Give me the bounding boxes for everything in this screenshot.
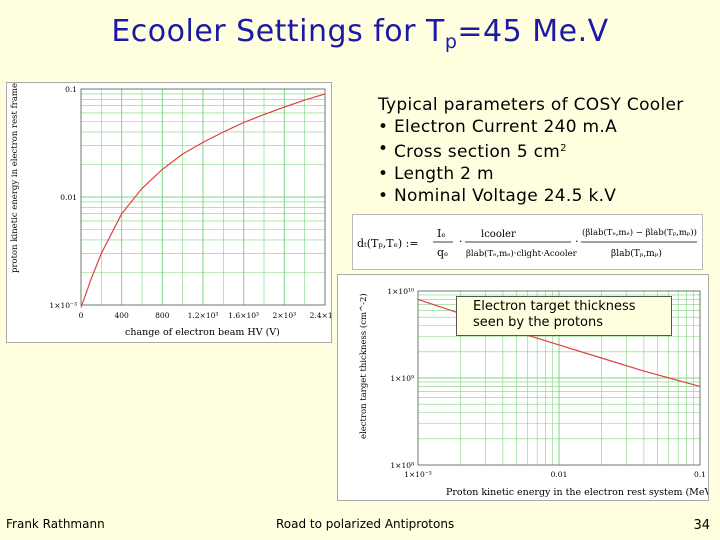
formula-frac1-den: qₑ — [437, 246, 448, 259]
params-heading: Typical parameters of COSY Cooler — [378, 95, 684, 115]
formula-frac2-den: βlab(Tₑ,mₑ)·clight·Acooler — [466, 248, 578, 259]
formula-lhs: dₜ(Tₚ,Tₑ) := — [357, 237, 419, 250]
bullet: • — [378, 117, 389, 137]
title-prefix: Ecooler Settings for T — [111, 14, 445, 49]
bullet: • — [378, 139, 389, 159]
y-tick-label: 0.1 — [65, 85, 77, 94]
plot2-ylabel: electron target thickness (cm^-2) — [358, 293, 369, 439]
x-tick-label: 800 — [155, 311, 170, 320]
thickness-formula: dₜ(Tₚ,Tₑ) := Iₑ qₑ · lcooler βlab(Tₑ,mₑ)… — [352, 214, 703, 270]
formula-frac3-den: βlab(Tₚ,mₚ) — [611, 248, 662, 259]
x-tick-label: 1.2×10³ — [188, 311, 219, 320]
bullet: • — [378, 186, 389, 206]
hv-vs-energy-plot: proton kinetic energy in electron rest f… — [6, 54, 340, 343]
x-tick-label: 0 — [79, 311, 84, 320]
bullet: • — [378, 164, 389, 184]
y-tick-label: 1×10⁸ — [390, 461, 414, 470]
x-tick-label: 0.01 — [551, 470, 568, 479]
x-tick-label: 1.6×10³ — [228, 311, 259, 320]
footer-author: Frank Rathmann — [6, 517, 105, 531]
title-subscript: p — [444, 31, 458, 53]
y-tick-label: 0.01 — [60, 193, 77, 202]
slide-title: Ecooler Settings for Tp=45 Me.V — [0, 14, 720, 53]
caption-line1: Electron target thickness — [473, 299, 636, 314]
plot-frame — [417, 290, 701, 466]
x-tick-label: 2×10³ — [273, 311, 297, 320]
series-line — [80, 93, 326, 308]
formula-graphic: dₜ(Tₚ,Tₑ) := Iₑ qₑ · lcooler βlab(Tₑ,mₑ)… — [357, 227, 697, 259]
y-tick-label: 1×10⁹ — [390, 374, 414, 383]
y-tick-label: 1×10⁻³ — [49, 301, 77, 310]
formula-dot: · — [575, 235, 579, 248]
param-item-cross-section: • Cross section 5 cm2 — [378, 139, 567, 162]
footer-talk-title: Road to polarized Antiprotons — [276, 517, 455, 531]
y-tick-label: 1×10¹⁰ — [387, 287, 414, 296]
formula-frac1-num: Iₑ — [437, 227, 446, 240]
hv-vs-energy-chart: proton kinetic energy in electron rest f… — [9, 54, 340, 338]
plot1-xlabel: change of electron beam HV (V) — [125, 327, 280, 338]
cooler-parameters: Typical parameters of COSY Cooler • Elect… — [378, 94, 708, 207]
formula-dot: · — [459, 235, 463, 248]
plot2-xlabel: Proton kinetic energy in the electron re… — [446, 487, 708, 498]
params-list: • Electron Current 240 m.A • Cross section… — [378, 116, 708, 207]
target-thickness-caption: Electron target thickness seen by the pr… — [456, 296, 672, 336]
page-number: 34 — [693, 518, 710, 533]
formula-frac3-num: (βlab(Tₑ,mₑ) − βlab(Tₚ,mₚ)) — [582, 227, 697, 238]
x-tick-label: 400 — [115, 311, 130, 320]
caption-line2: seen by the protons — [473, 315, 604, 330]
param-item-voltage: • Nominal Voltage 24.5 k.V — [378, 186, 617, 206]
title-suffix: =45 Me.V — [457, 14, 609, 49]
x-tick-label: 0.1 — [694, 470, 706, 479]
param-item-current: • Electron Current 240 m.A — [378, 117, 618, 137]
x-tick-label: 1×10⁻³ — [404, 470, 432, 479]
target-thickness-chart: electron target thickness (cm^-2) Proton… — [358, 287, 715, 498]
param-item-length: • Length 2 m — [378, 164, 494, 184]
formula-frac2-num: lcooler — [481, 229, 516, 240]
plot-frame — [80, 88, 326, 306]
x-tick-label: 2.4×10³ — [310, 311, 331, 320]
plot1-ylabel: proton kinetic energy in electron rest f… — [9, 83, 20, 273]
